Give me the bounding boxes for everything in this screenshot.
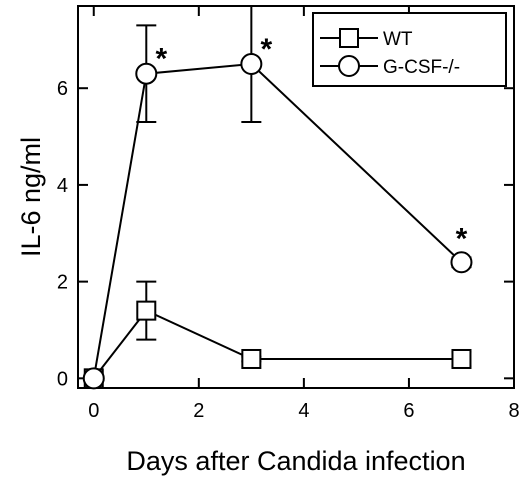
series-line-wt <box>92 309 462 379</box>
data-point-circle <box>135 62 158 85</box>
legend-circle-marker <box>338 55 360 77</box>
significance-asterisk: * <box>456 222 468 255</box>
significance-asterisk: * <box>155 43 167 76</box>
legend-label-wt: WT <box>383 29 413 50</box>
series-line-gcsf <box>92 62 463 379</box>
legend-square-marker <box>339 28 359 48</box>
significance-asterisk: * <box>261 33 273 66</box>
x-axis-title: Days after Candida infection <box>126 446 465 476</box>
x-tick-label: 0 <box>88 400 99 422</box>
plot-frame <box>77 5 515 389</box>
data-point-square <box>136 300 157 321</box>
data-point-square <box>241 348 262 369</box>
y-tick-label: 4 <box>57 175 68 197</box>
data-point-circle <box>450 251 473 274</box>
legend-label-gcsf: G-CSF-/- <box>383 57 460 78</box>
data-point-circle <box>240 53 263 76</box>
x-tick-label: 2 <box>193 400 204 422</box>
y-tick-label: 0 <box>57 368 68 390</box>
y-axis-title: IL-6 ng/ml <box>16 137 46 257</box>
data-point-circle <box>82 367 105 390</box>
y-tick-label: 2 <box>57 272 68 294</box>
x-tick-label: 4 <box>298 400 309 422</box>
x-tick-label: 6 <box>403 400 414 422</box>
series-layer: * * * <box>82 5 473 390</box>
x-tick-label: 8 <box>508 400 519 422</box>
y-tick-label: 6 <box>57 78 68 100</box>
data-point-square <box>451 348 472 369</box>
legend: WT G-CSF-/- <box>312 12 507 87</box>
